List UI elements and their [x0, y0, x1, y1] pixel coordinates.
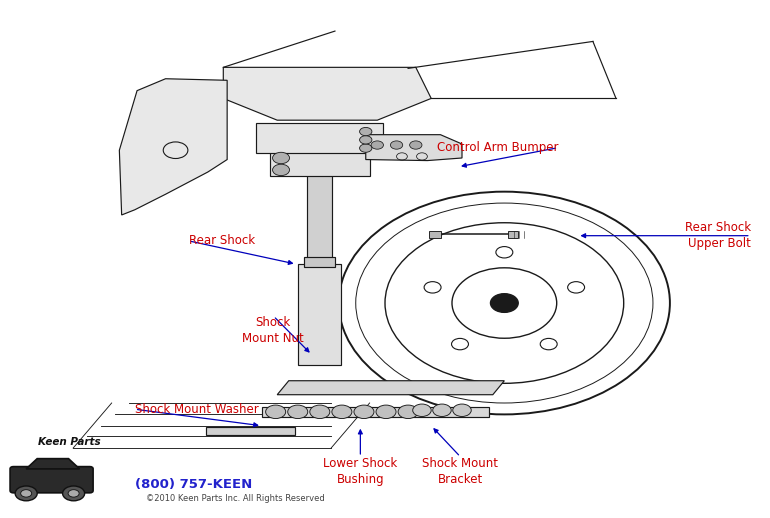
Text: Shock Mount
Bracket: Shock Mount Bracket	[423, 457, 498, 486]
Polygon shape	[277, 381, 504, 395]
Text: ©2010 Keen Parts Inc. All Rights Reserved: ©2010 Keen Parts Inc. All Rights Reserve…	[146, 494, 325, 503]
Circle shape	[360, 136, 372, 144]
Circle shape	[273, 164, 290, 176]
Circle shape	[413, 404, 431, 416]
Text: (800) 757-KEEN: (800) 757-KEEN	[135, 478, 252, 491]
Circle shape	[453, 404, 471, 416]
Bar	[298, 264, 341, 365]
Circle shape	[490, 294, 518, 312]
Polygon shape	[366, 135, 462, 161]
Polygon shape	[223, 67, 431, 120]
Circle shape	[273, 152, 290, 164]
Text: Keen Parts: Keen Parts	[38, 438, 101, 448]
Bar	[508, 231, 518, 238]
Bar	[429, 231, 441, 238]
Text: Rear Shock
Upper Bolt: Rear Shock Upper Bolt	[685, 221, 751, 250]
Circle shape	[371, 141, 383, 149]
Circle shape	[390, 141, 403, 149]
Bar	[270, 151, 370, 176]
Text: Lower Shock
Bushing: Lower Shock Bushing	[323, 457, 397, 486]
Polygon shape	[119, 79, 227, 215]
Text: Shock
Mount Nut: Shock Mount Nut	[243, 316, 304, 345]
Circle shape	[354, 405, 374, 419]
Circle shape	[410, 141, 422, 149]
Bar	[206, 427, 295, 435]
Circle shape	[360, 144, 372, 152]
Circle shape	[433, 404, 451, 416]
Circle shape	[310, 405, 330, 419]
Circle shape	[360, 127, 372, 136]
Circle shape	[398, 405, 418, 419]
Bar	[304, 257, 335, 267]
Text: Rear Shock: Rear Shock	[189, 234, 255, 248]
Bar	[262, 407, 489, 417]
Circle shape	[266, 405, 286, 419]
Text: Shock Mount Washer: Shock Mount Washer	[135, 402, 259, 416]
Circle shape	[376, 405, 396, 419]
Text: Control Arm Bumper: Control Arm Bumper	[437, 141, 558, 154]
Circle shape	[332, 405, 352, 419]
Bar	[307, 174, 332, 264]
Circle shape	[288, 405, 308, 419]
Bar	[256, 123, 383, 153]
